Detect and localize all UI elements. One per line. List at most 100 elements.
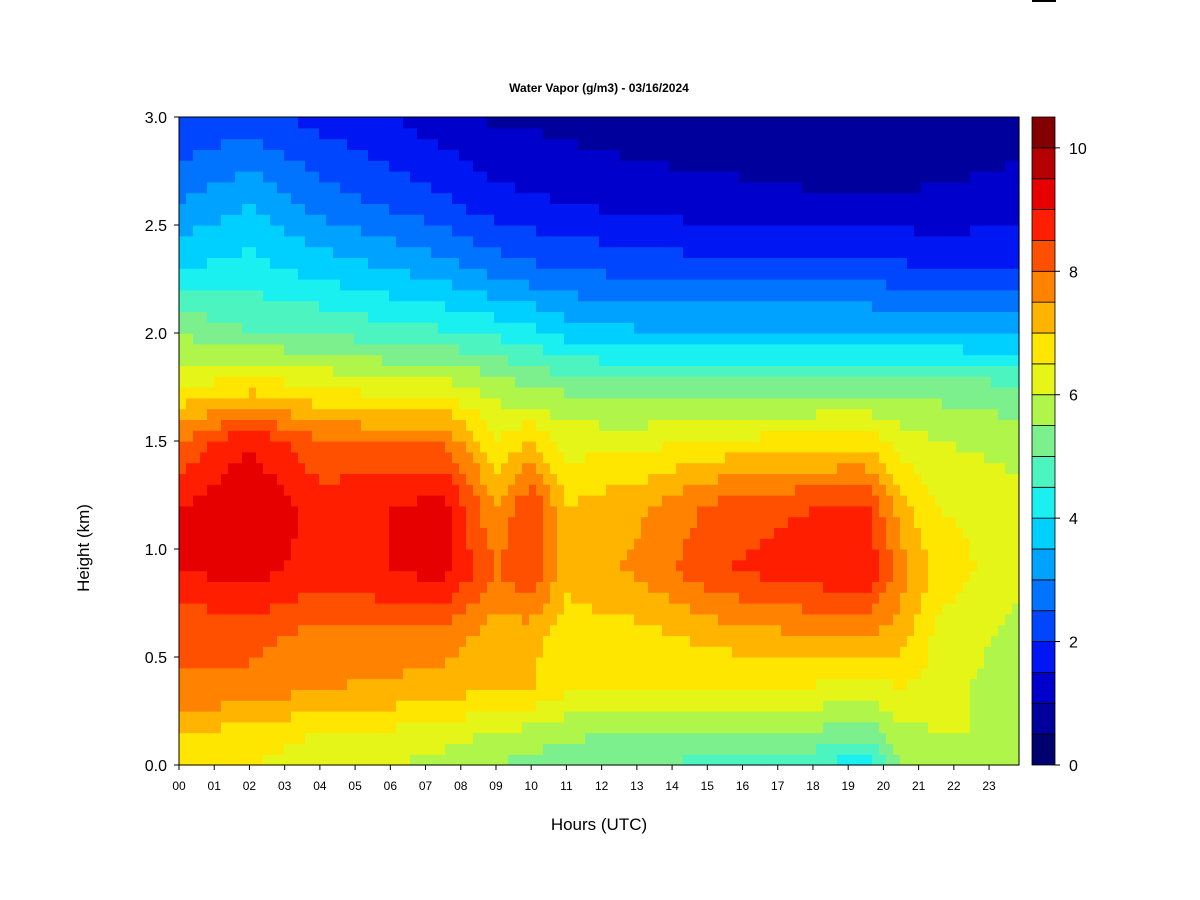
heatmap-cell	[179, 117, 187, 129]
heatmap-cell	[270, 117, 278, 129]
heatmap-cell	[690, 667, 698, 680]
heatmap-cell	[200, 754, 208, 766]
heatmap-cell	[270, 322, 278, 334]
heatmap-cell	[179, 657, 187, 669]
heatmap-cell	[277, 149, 285, 161]
heatmap-cell	[347, 613, 355, 626]
heatmap-cell	[746, 646, 754, 658]
heatmap-cell	[382, 354, 390, 366]
heatmap-cell	[522, 214, 530, 226]
heatmap-cell	[438, 549, 446, 561]
heatmap-cell	[760, 721, 768, 734]
heatmap-cell	[459, 246, 467, 258]
heatmap-cell	[466, 592, 474, 604]
heatmap-cell	[571, 225, 579, 237]
heatmap-cell	[193, 289, 201, 302]
heatmap-cell	[753, 160, 761, 172]
heatmap-cell	[473, 419, 481, 431]
heatmap-cell	[683, 160, 691, 172]
heatmap-cell	[620, 397, 628, 410]
heatmap-cell	[326, 570, 334, 582]
heatmap-cell	[291, 527, 299, 539]
heatmap-cell	[655, 624, 663, 636]
heatmap-cell	[389, 354, 397, 366]
heatmap-cell	[193, 138, 201, 150]
heatmap-cell	[550, 635, 558, 647]
heatmap-cell	[683, 711, 691, 723]
heatmap-cell	[690, 117, 698, 129]
heatmap-cell	[543, 397, 551, 410]
heatmap-cell	[718, 387, 726, 399]
heatmap-cell	[445, 700, 453, 712]
heatmap-cell	[438, 127, 446, 140]
heatmap-cell	[242, 322, 250, 334]
heatmap-cell	[445, 138, 453, 150]
heatmap-cell	[487, 505, 495, 518]
heatmap-cell	[704, 181, 712, 194]
heatmap-cell	[606, 322, 614, 334]
heatmap-cell	[578, 387, 586, 399]
heatmap-cell	[480, 311, 488, 323]
heatmap-cell	[459, 678, 467, 690]
heatmap-cell	[627, 203, 635, 215]
heatmap-cell	[221, 160, 229, 172]
heatmap-cell	[515, 495, 523, 507]
heatmap-cell	[480, 646, 488, 658]
heatmap-cell	[515, 635, 523, 647]
heatmap-cell	[396, 171, 404, 183]
heatmap-cell	[676, 279, 684, 291]
heatmap-cell	[711, 333, 719, 345]
heatmap-cell	[459, 397, 467, 410]
heatmap-cell	[718, 527, 726, 539]
heatmap-cell	[214, 484, 222, 496]
heatmap-cell	[284, 570, 292, 582]
heatmap-cell	[627, 538, 635, 550]
heatmap-cell	[431, 235, 439, 248]
heatmap-cell	[732, 300, 740, 312]
heatmap-cell	[200, 397, 208, 410]
heatmap-cell	[543, 419, 551, 431]
heatmap-cell	[396, 430, 404, 442]
heatmap-cell	[466, 754, 474, 766]
heatmap-cell	[438, 376, 446, 388]
heatmap-cell	[711, 376, 719, 388]
heatmap-cell	[305, 657, 313, 669]
heatmap-cell	[347, 516, 355, 528]
heatmap-cell	[690, 495, 698, 507]
heatmap-cell	[669, 516, 677, 528]
heatmap-cell	[452, 138, 460, 150]
heatmap-cell	[452, 397, 460, 410]
heatmap-cell	[711, 322, 719, 334]
heatmap-cell	[235, 538, 243, 550]
heatmap-cell	[221, 581, 229, 593]
heatmap-cell	[319, 138, 327, 150]
heatmap-cell	[676, 495, 684, 507]
heatmap-cell	[249, 203, 257, 215]
heatmap-cell	[536, 300, 544, 312]
heatmap-cell	[403, 678, 411, 690]
heatmap-cell	[431, 311, 439, 323]
heatmap-cell	[459, 527, 467, 539]
heatmap-cell	[417, 127, 425, 140]
heatmap-cell	[676, 246, 684, 258]
heatmap-cell	[690, 549, 698, 561]
heatmap-cell	[711, 711, 719, 723]
heatmap-cell	[662, 495, 670, 507]
heatmap-cell	[459, 505, 467, 518]
heatmap-cell	[746, 203, 754, 215]
heatmap-cell	[536, 333, 544, 345]
heatmap-cell	[284, 160, 292, 172]
heatmap-cell	[739, 462, 747, 474]
heatmap-cell	[697, 268, 705, 280]
heatmap-cell	[627, 279, 635, 291]
heatmap-cell	[445, 516, 453, 528]
heatmap-cell	[613, 333, 621, 345]
heatmap-cell	[564, 127, 572, 140]
heatmap-cell	[284, 246, 292, 258]
heatmap-cell	[347, 700, 355, 712]
heatmap-cell	[690, 235, 698, 248]
heatmap-cell	[536, 343, 544, 356]
heatmap-cell	[263, 311, 271, 323]
heatmap-cell	[270, 343, 278, 356]
heatmap-cell	[340, 473, 348, 485]
